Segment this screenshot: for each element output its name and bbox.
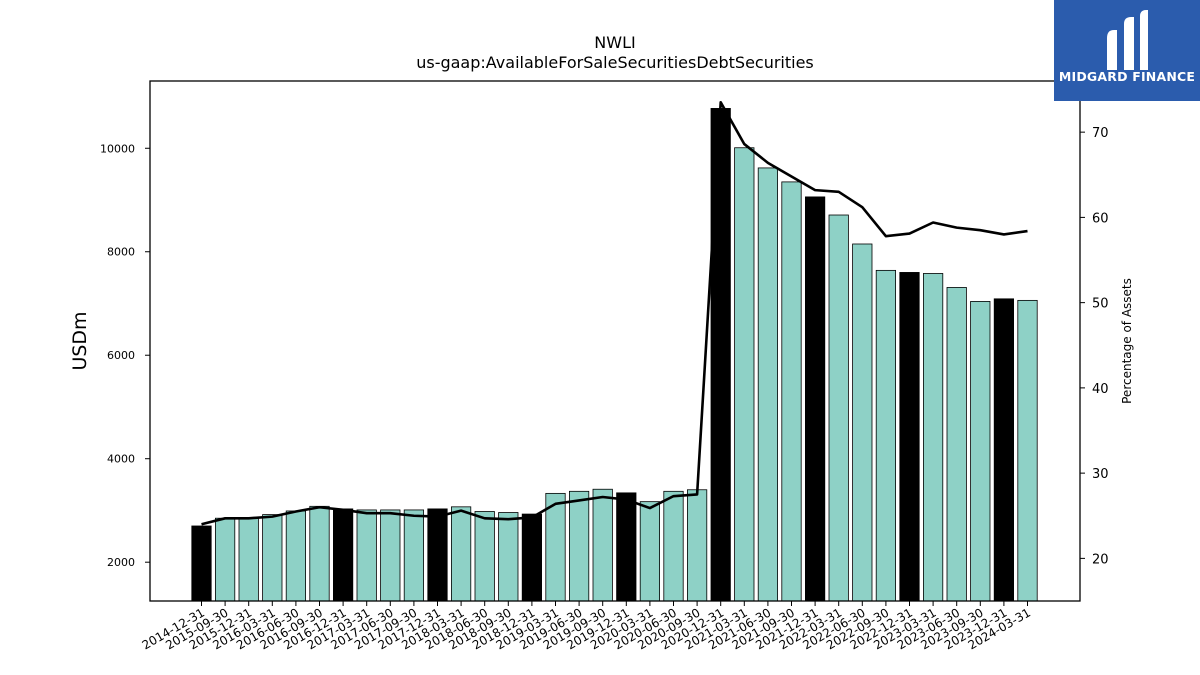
bar-2022-12-31	[899, 272, 920, 602]
left-tick-label: 8000	[107, 246, 135, 259]
logo-mark-icon	[1107, 10, 1148, 70]
chart-title: NWLI	[594, 33, 635, 52]
bar-2020-09-30	[687, 489, 708, 602]
bar-2017-06-30	[380, 509, 401, 602]
right-tick-label: 20	[1092, 552, 1109, 567]
bar-2015-12-31	[238, 517, 259, 602]
bar-2018-03-31	[450, 506, 472, 602]
bar-2020-03-31	[639, 501, 661, 602]
bar-2021-06-30	[757, 167, 779, 602]
bar-2018-12-31	[521, 513, 543, 602]
bar-2021-03-31	[734, 147, 755, 602]
y-axis-label-right: Percentage of Assets	[1120, 278, 1134, 404]
bar-2022-03-31	[828, 214, 849, 602]
bar-2017-12-31	[427, 508, 448, 602]
y-axis-label-left: USDm	[69, 311, 91, 370]
left-tick-label: 4000	[107, 453, 135, 466]
plot-frame	[149, 80, 1081, 602]
bar-2020-06-30	[663, 490, 684, 602]
right-tick-label: 60	[1092, 211, 1109, 226]
bar-2021-12-31	[805, 196, 826, 602]
bar-2023-06-30	[946, 287, 967, 602]
line-group	[201, 101, 1028, 526]
chart-subtitle: us-gaap:AvailableForSaleSecuritiesDebtSe…	[416, 53, 814, 72]
logo-text: MIDGARD FINANCE	[1059, 69, 1195, 84]
bar-2021-09-30	[781, 181, 802, 602]
left-tick-label: 10000	[100, 142, 135, 155]
logo: MIDGARD FINANCE	[1054, 0, 1200, 101]
x-axis: 2014-12-312015-09-302015-12-312016-03-31…	[140, 601, 1033, 652]
right-tick-label: 70	[1092, 126, 1109, 141]
bar-2019-03-31	[545, 492, 566, 602]
bar-2014-12-31	[191, 525, 212, 602]
bar-2019-06-30	[569, 490, 590, 602]
bar-2023-03-31	[923, 273, 944, 602]
bar-2020-12-31	[710, 108, 731, 602]
bar-2016-12-31	[332, 508, 354, 602]
right-axis: 20 30 40 50 60 70	[1080, 126, 1109, 567]
percentage-of-assets-line	[201, 101, 1028, 526]
bar-group	[191, 108, 1038, 602]
left-tick-label: 6000	[107, 349, 135, 362]
right-tick-label: 50	[1092, 297, 1109, 312]
left-axis: 2000 4000 6000 8000 10000	[100, 142, 150, 569]
bar-2022-06-30	[852, 243, 873, 602]
left-tick-label: 2000	[107, 556, 135, 569]
bar-2019-12-31	[616, 492, 637, 602]
bar-2022-09-30	[875, 269, 897, 602]
bar-2017-09-30	[403, 509, 425, 602]
right-tick-label: 40	[1092, 382, 1109, 397]
bar-2016-03-31	[262, 514, 283, 602]
bar-2016-09-30	[309, 505, 330, 602]
right-tick-label: 30	[1092, 467, 1109, 482]
bar-2016-06-30	[285, 510, 307, 602]
bar-2018-09-30	[498, 512, 519, 602]
bar-2018-06-30	[474, 511, 495, 602]
bar-2023-09-30	[970, 301, 991, 602]
bar-2017-03-31	[356, 509, 377, 602]
bar-2024-03-31	[1017, 299, 1038, 602]
bar-2019-09-30	[592, 488, 613, 602]
bar-2023-12-31	[993, 298, 1015, 602]
bar-2015-09-30	[214, 517, 236, 602]
